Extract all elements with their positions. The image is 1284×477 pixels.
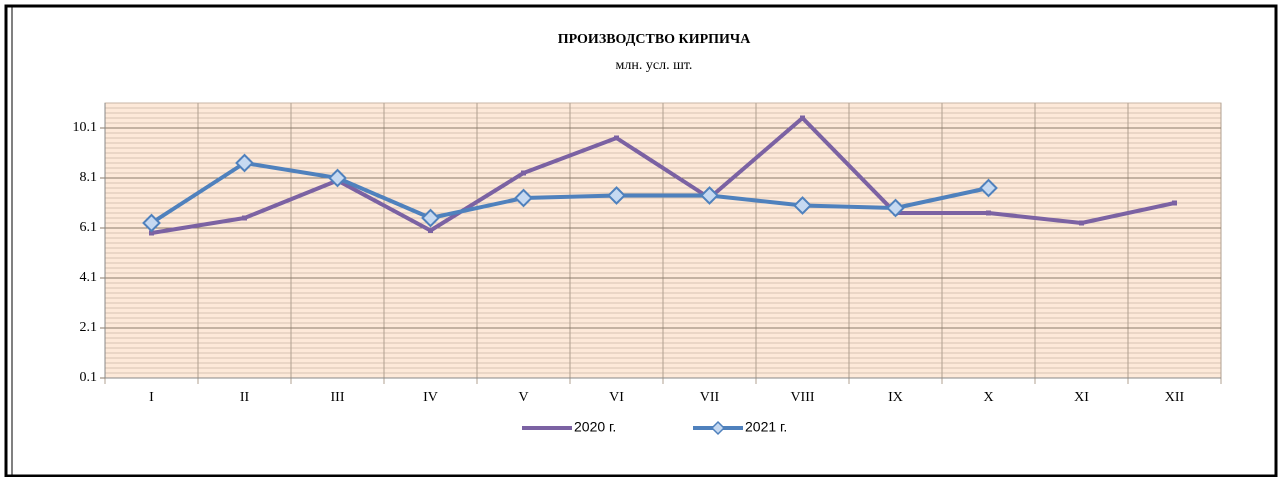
x-tick-label: I xyxy=(149,390,154,405)
y-tick-label: 8.1 xyxy=(80,170,98,185)
y-tick-label: 4.1 xyxy=(80,270,98,285)
chart-title: ПРОИЗВОДСТВО КИРПИЧА xyxy=(558,32,752,47)
x-tick-label: VIII xyxy=(790,390,814,405)
marker xyxy=(421,208,440,228)
marker xyxy=(428,228,433,233)
y-tick-label: 10.1 xyxy=(73,120,98,135)
x-tick-label: X xyxy=(983,390,993,405)
x-tick-label: IV xyxy=(423,390,438,405)
x-tick-label: XII xyxy=(1165,390,1185,405)
legend-marker xyxy=(710,420,726,436)
marker xyxy=(235,153,254,173)
marker xyxy=(242,215,247,221)
y-tick-label: 6.1 xyxy=(80,220,98,235)
x-tick-label: IX xyxy=(888,390,903,405)
x-tick-label: III xyxy=(331,390,345,405)
marker xyxy=(328,168,347,188)
chart-subtitle: млн. усл. шт. xyxy=(616,58,693,73)
marker xyxy=(886,198,905,218)
x-tick-label: V xyxy=(518,390,528,405)
marker xyxy=(700,186,719,205)
marker xyxy=(142,213,161,233)
marker xyxy=(614,135,619,141)
series-line xyxy=(151,116,1175,235)
marker xyxy=(986,210,991,216)
y-tick-label: 2.1 xyxy=(80,320,98,335)
marker xyxy=(514,188,533,208)
legend-label: 2020 г. xyxy=(574,419,616,435)
marker xyxy=(607,186,626,205)
x-tick-label: II xyxy=(240,390,250,405)
x-tick-label: VII xyxy=(700,390,720,405)
marker xyxy=(149,230,154,236)
marker xyxy=(1079,220,1084,226)
marker xyxy=(521,170,526,176)
marker xyxy=(1172,200,1177,206)
frame xyxy=(4,4,1278,477)
marker xyxy=(979,178,998,198)
series-line xyxy=(150,161,989,225)
x-tick-label: XI xyxy=(1074,390,1089,405)
y-tick-label: 0.1 xyxy=(80,370,98,385)
marker xyxy=(793,196,812,215)
x-tick-label: VI xyxy=(609,390,624,405)
marker xyxy=(800,115,805,121)
legend-label: 2021 г. xyxy=(745,419,787,435)
